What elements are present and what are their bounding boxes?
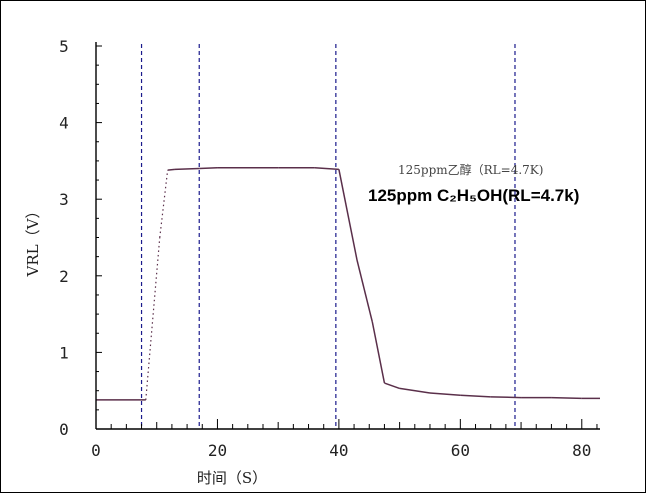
series-0-segment [371, 321, 386, 384]
y-tick-label-5: 5 [59, 37, 69, 56]
series-0-segment [399, 387, 431, 394]
x-tick-label-0: 0 [91, 441, 101, 460]
series-0-segment [356, 260, 374, 322]
series-0-segment [145, 237, 161, 400]
y-tick-label-0: 0 [59, 420, 69, 439]
annotation-english: 125ppm C₂H₅OH(RL=4.7k) [368, 186, 579, 205]
axes [95, 42, 600, 430]
vertical-markers [140, 44, 516, 429]
y-tick-label-3: 3 [59, 190, 69, 209]
series-0-segment [199, 167, 218, 170]
series-0-segment [384, 382, 400, 390]
x-tick-label-1: 20 [208, 441, 227, 460]
series-0-segment [174, 167, 200, 171]
x-tick-label-2: 40 [329, 441, 348, 460]
y-tick-label-2: 2 [59, 267, 69, 286]
x-axis-label: 时间（S） [197, 469, 267, 487]
annotation-chinese: 125ppm乙醇（RL=4.7K) [398, 162, 543, 177]
ticks [95, 45, 598, 430]
series-0-segment [167, 168, 176, 171]
y-tick-label-1: 1 [59, 343, 69, 362]
series-0-segment [338, 169, 358, 261]
y-axis-label: VRL（V） [24, 204, 42, 278]
series-0-segment [314, 167, 339, 171]
series-0-segment [551, 396, 582, 400]
x-tick-label-4: 80 [572, 441, 591, 460]
series-0-segment [460, 394, 491, 398]
y-tick-label-4: 4 [59, 114, 69, 133]
series-0-segment [490, 396, 522, 399]
x-tick-label-3: 60 [451, 441, 470, 460]
tick-labels: 0 1 2 3 4 5 0 20 40 60 80 [59, 37, 591, 460]
series-group [96, 167, 600, 401]
series-0-segment [429, 392, 461, 397]
